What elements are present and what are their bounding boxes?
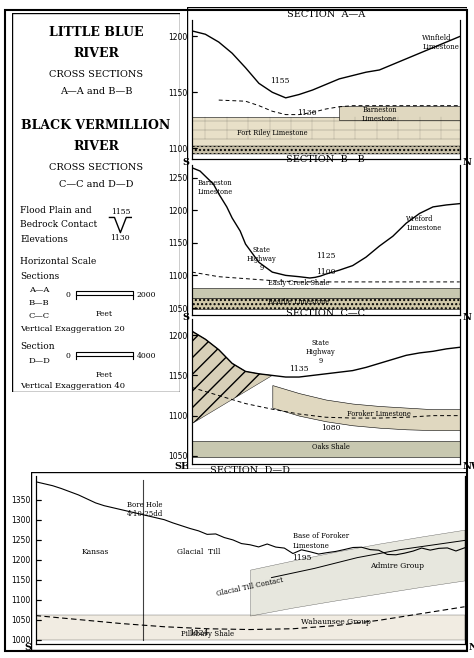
Text: Pillsbury Shale: Pillsbury Shale bbox=[181, 630, 234, 638]
Text: Vertical Exaggeration 20: Vertical Exaggeration 20 bbox=[20, 325, 125, 334]
Text: S: S bbox=[24, 643, 31, 651]
Text: Oaks Shale: Oaks Shale bbox=[312, 443, 350, 451]
Text: 4000: 4000 bbox=[137, 351, 156, 359]
Text: 1155: 1155 bbox=[110, 207, 130, 216]
Text: Winfield
Limestone: Winfield Limestone bbox=[422, 34, 459, 51]
Text: S: S bbox=[182, 158, 189, 167]
Text: 1080: 1080 bbox=[321, 424, 341, 432]
Text: B—B: B—B bbox=[28, 299, 49, 307]
Text: State
Highway
9: State Highway 9 bbox=[306, 339, 336, 365]
Text: 1155: 1155 bbox=[271, 78, 290, 86]
Text: C—C: C—C bbox=[28, 312, 50, 320]
Text: N: N bbox=[469, 643, 474, 651]
Text: Barneston
Limestone: Barneston Limestone bbox=[197, 179, 233, 196]
Text: Glacial Till Contact: Glacial Till Contact bbox=[216, 576, 284, 598]
Text: Flood Plain and: Flood Plain and bbox=[20, 206, 92, 215]
Text: BLACK VERMILLION: BLACK VERMILLION bbox=[21, 119, 171, 132]
Text: Fort Riley Limestone: Fort Riley Limestone bbox=[237, 129, 308, 137]
Title: SECTION  D—D: SECTION D—D bbox=[210, 466, 290, 475]
Text: Glacial  Till: Glacial Till bbox=[177, 547, 220, 555]
Text: N: N bbox=[463, 313, 471, 322]
Text: 1024: 1024 bbox=[189, 629, 208, 637]
Text: Bedrock Contact: Bedrock Contact bbox=[20, 220, 98, 230]
Text: A—A and B—B: A—A and B—B bbox=[60, 87, 132, 96]
Text: N: N bbox=[463, 158, 471, 167]
Text: Sections: Sections bbox=[20, 272, 60, 282]
Text: CROSS SECTIONS: CROSS SECTIONS bbox=[49, 163, 143, 172]
Text: Bore Hole
4-10-25dd: Bore Hole 4-10-25dd bbox=[127, 501, 163, 518]
Text: Easly Creek Shale: Easly Creek Shale bbox=[268, 278, 330, 286]
Text: 0: 0 bbox=[66, 291, 71, 299]
Text: D—D: D—D bbox=[28, 357, 51, 365]
Text: Wabaunsee Group: Wabaunsee Group bbox=[301, 618, 371, 626]
Text: Horizontal Scale: Horizontal Scale bbox=[20, 257, 97, 266]
Text: RIVER: RIVER bbox=[73, 47, 119, 61]
Text: Wreford
Limestone: Wreford Limestone bbox=[406, 215, 441, 232]
Text: NW: NW bbox=[463, 463, 474, 471]
Text: 1195: 1195 bbox=[292, 555, 311, 563]
Text: Elevations: Elevations bbox=[20, 236, 68, 244]
Text: Kansas: Kansas bbox=[82, 547, 109, 555]
Title: SECTION  C—C: SECTION C—C bbox=[286, 309, 365, 318]
Title: SECTION  A—A: SECTION A—A bbox=[287, 10, 365, 19]
Text: 1125: 1125 bbox=[316, 252, 336, 260]
Text: 0: 0 bbox=[66, 351, 71, 359]
Text: Feet: Feet bbox=[96, 310, 113, 318]
Text: S: S bbox=[182, 313, 189, 322]
Text: A—A: A—A bbox=[28, 286, 49, 293]
Text: C—C and D—D: C—C and D—D bbox=[59, 180, 133, 189]
Text: Feet: Feet bbox=[96, 370, 113, 379]
Text: 2000: 2000 bbox=[137, 291, 156, 299]
Text: LITTLE BLUE: LITTLE BLUE bbox=[49, 26, 143, 39]
Text: SE: SE bbox=[175, 463, 189, 471]
Text: 1130: 1130 bbox=[110, 234, 130, 243]
Text: Admire Group: Admire Group bbox=[370, 563, 424, 570]
Text: 1100: 1100 bbox=[316, 268, 336, 276]
Text: RIVER: RIVER bbox=[73, 140, 119, 153]
Text: 1130: 1130 bbox=[297, 109, 317, 116]
Text: Barneston
Limestone: Barneston Limestone bbox=[362, 106, 397, 123]
Text: 1135: 1135 bbox=[289, 365, 309, 373]
Text: Section: Section bbox=[20, 342, 55, 351]
Text: State
Highway
9: State Highway 9 bbox=[247, 246, 276, 272]
Text: Base of Foroker
Limestone: Base of Foroker Limestone bbox=[293, 532, 349, 549]
Title: SECTION  B—B: SECTION B—B bbox=[286, 155, 365, 164]
Text: Beatlie Limestone: Beatlie Limestone bbox=[268, 298, 330, 306]
Text: CROSS SECTIONS: CROSS SECTIONS bbox=[49, 70, 143, 79]
Text: Foroker Limestone: Foroker Limestone bbox=[347, 410, 411, 418]
Text: Vertical Exaggeration 40: Vertical Exaggeration 40 bbox=[20, 382, 125, 390]
